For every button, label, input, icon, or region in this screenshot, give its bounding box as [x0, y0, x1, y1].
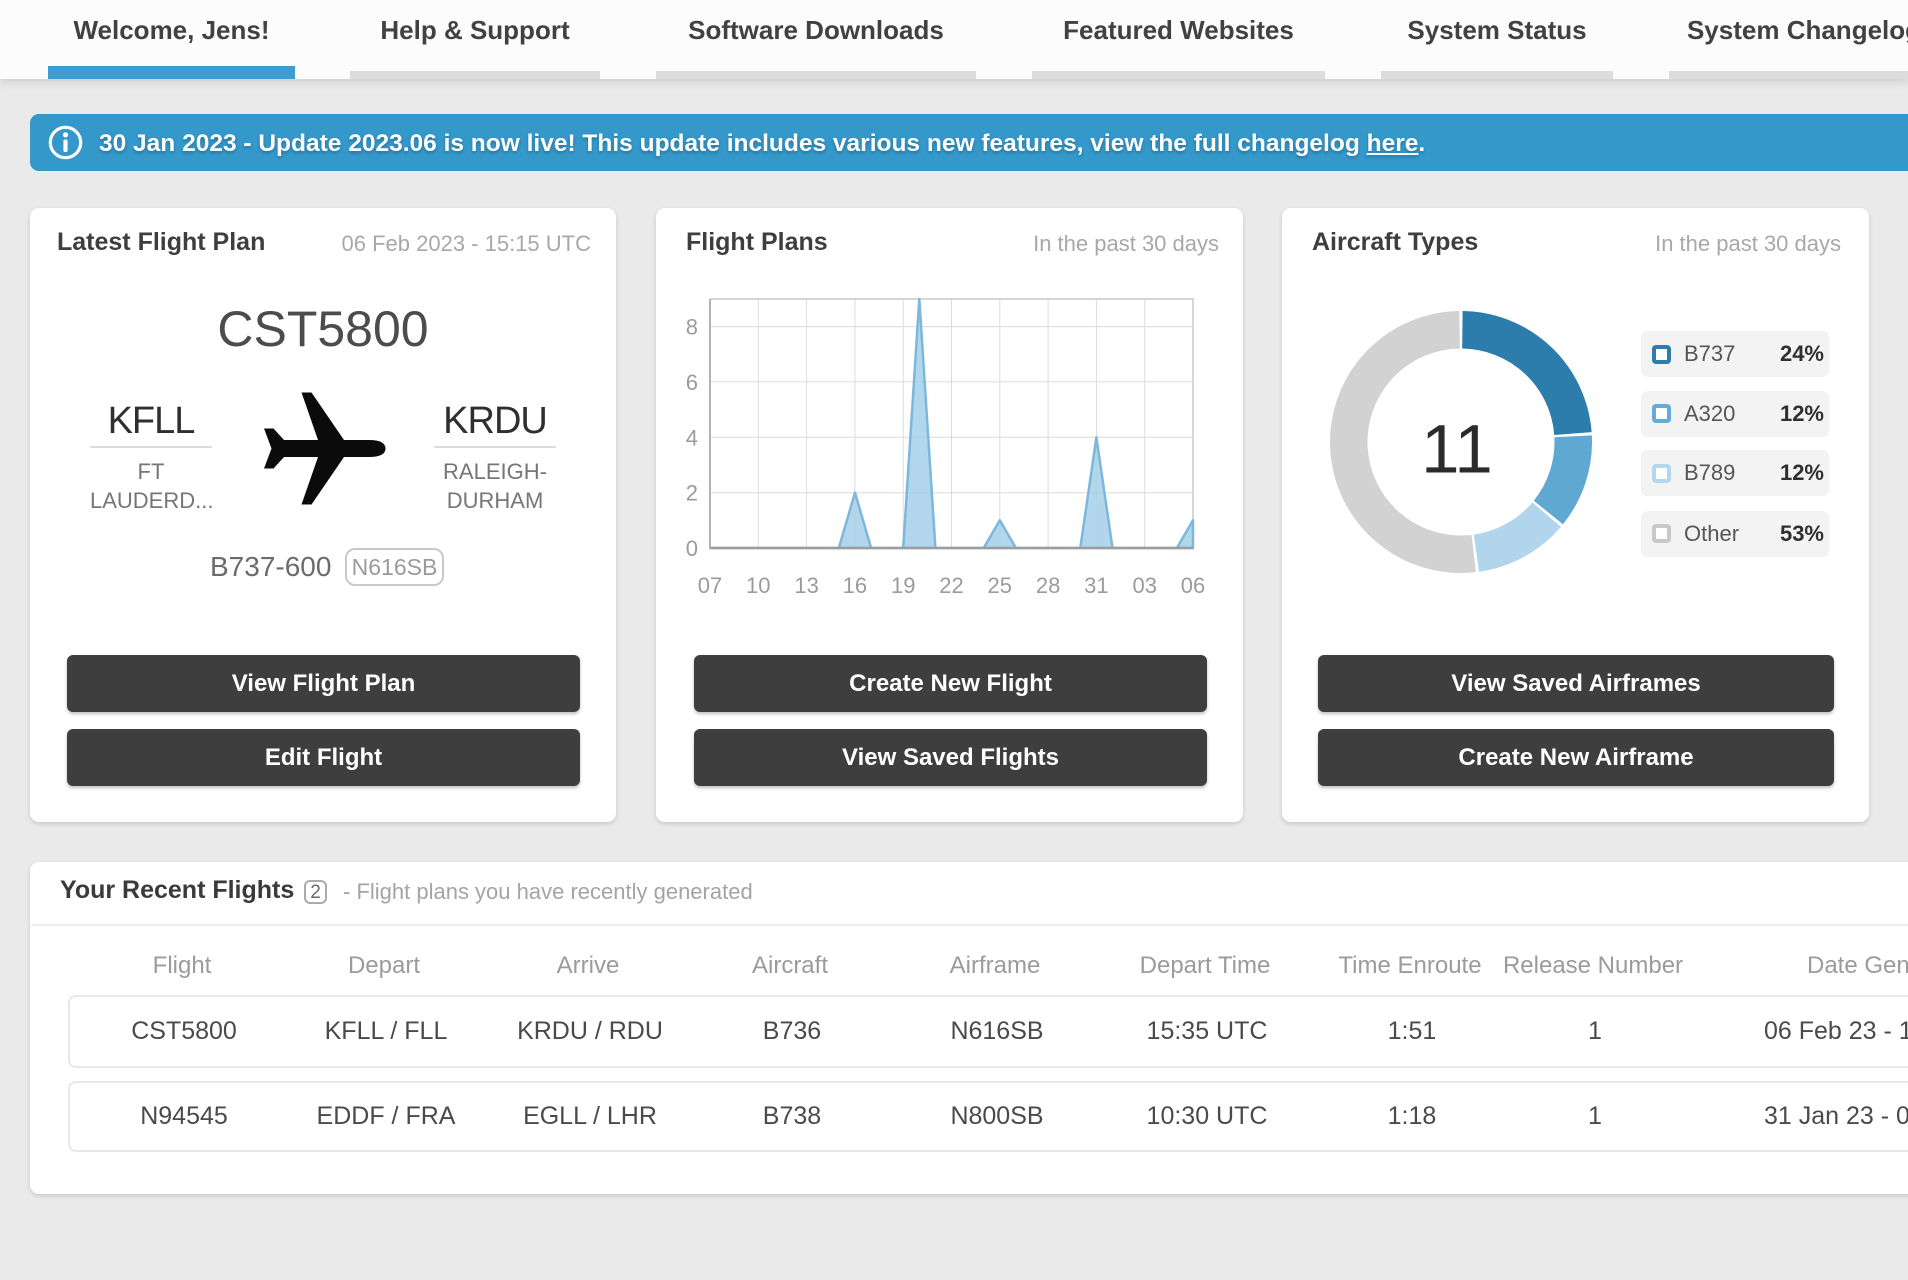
svg-text:25: 25: [988, 573, 1012, 598]
svg-text:07: 07: [698, 573, 722, 598]
svg-text:22: 22: [939, 573, 963, 598]
svg-text:8: 8: [686, 315, 698, 340]
svg-text:4: 4: [686, 425, 698, 450]
svg-text:03: 03: [1132, 573, 1156, 598]
svg-text:31: 31: [1084, 573, 1108, 598]
svg-text:16: 16: [843, 573, 867, 598]
svg-text:0: 0: [686, 536, 698, 561]
svg-text:2: 2: [686, 481, 698, 506]
svg-text:06: 06: [1181, 573, 1205, 598]
svg-text:28: 28: [1036, 573, 1060, 598]
svg-text:6: 6: [686, 370, 698, 395]
svg-text:19: 19: [891, 573, 915, 598]
svg-text:13: 13: [794, 573, 818, 598]
svg-text:11: 11: [1421, 411, 1493, 488]
svg-text:10: 10: [746, 573, 770, 598]
